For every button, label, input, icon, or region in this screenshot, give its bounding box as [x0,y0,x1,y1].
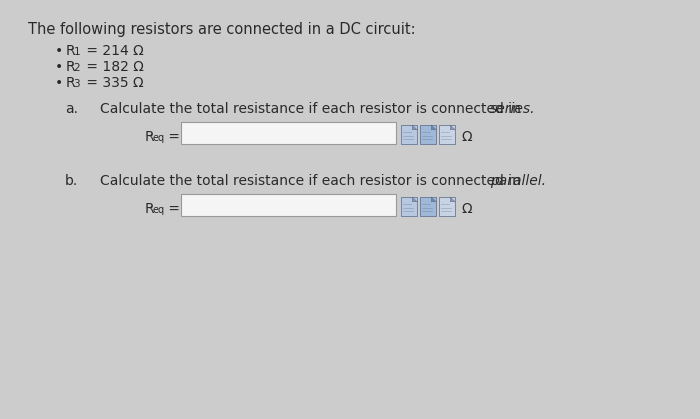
Text: •: • [55,60,63,74]
Text: series.: series. [490,102,536,116]
FancyBboxPatch shape [420,125,436,144]
Text: eq: eq [153,132,164,142]
Text: =: = [164,202,180,216]
Text: = 214 Ω: = 214 Ω [82,44,144,58]
Polygon shape [450,197,455,202]
Text: R: R [145,202,155,216]
Text: = 182 Ω: = 182 Ω [82,60,144,74]
Text: 2: 2 [74,63,80,73]
Text: 3: 3 [74,79,80,89]
FancyBboxPatch shape [420,197,436,216]
Text: The following resistors are connected in a DC circuit:: The following resistors are connected in… [28,22,416,37]
FancyBboxPatch shape [181,194,396,216]
Text: a.: a. [65,102,78,116]
Polygon shape [431,197,436,202]
Text: •: • [55,44,63,58]
Text: Ω: Ω [462,202,472,216]
Text: R: R [66,76,76,90]
FancyBboxPatch shape [401,125,417,144]
Polygon shape [412,197,417,202]
FancyBboxPatch shape [439,125,455,144]
Text: R: R [66,44,76,58]
Polygon shape [412,125,417,130]
Polygon shape [450,125,455,130]
Text: =: = [164,130,180,144]
Text: Calculate the total resistance if each resistor is connected in: Calculate the total resistance if each r… [100,174,525,188]
Text: = 335 Ω: = 335 Ω [82,76,144,90]
Text: R: R [66,60,76,74]
Text: R: R [145,130,155,144]
FancyBboxPatch shape [439,197,455,216]
Text: parallel.: parallel. [490,174,546,188]
Text: Ω: Ω [462,130,472,144]
FancyBboxPatch shape [401,197,417,216]
Text: Calculate the total resistance if each resistor is connected in: Calculate the total resistance if each r… [100,102,525,116]
Text: eq: eq [153,204,164,215]
Text: •: • [55,76,63,90]
Text: b.: b. [65,174,78,188]
Polygon shape [431,125,436,130]
Text: 1: 1 [74,47,80,57]
FancyBboxPatch shape [181,122,396,144]
